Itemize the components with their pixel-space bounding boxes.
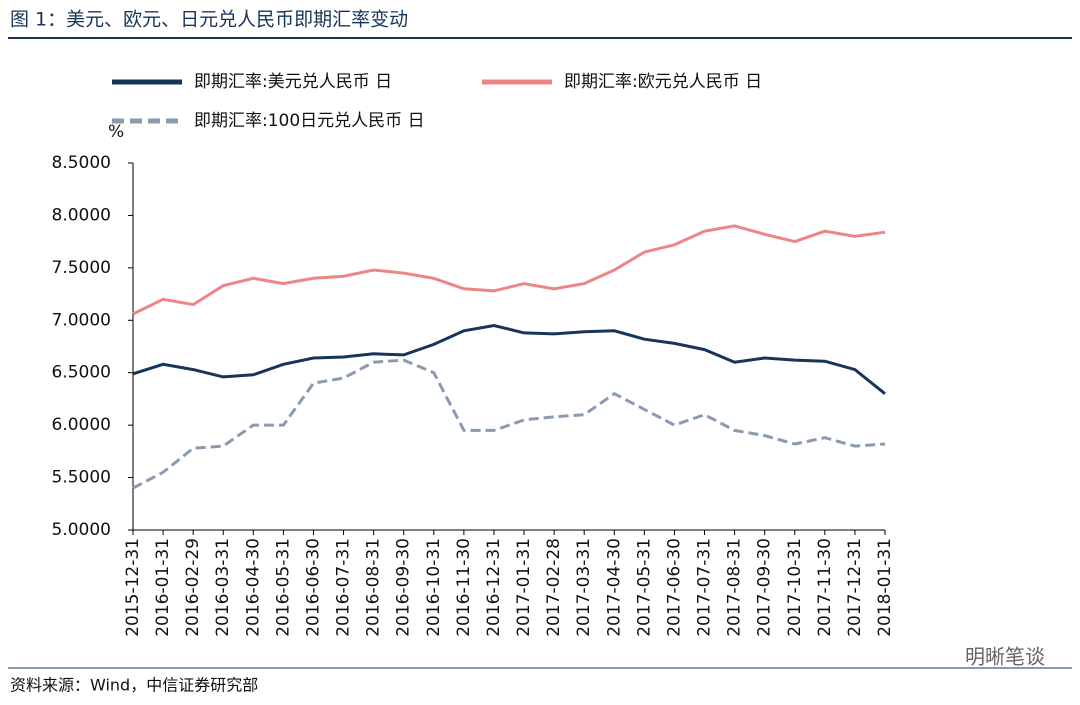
x-tick-label: 2016-11-30 [454, 538, 474, 637]
x-tick-label: 2018-01-31 [875, 538, 895, 637]
x-tick-label: 2017-07-31 [695, 538, 715, 637]
x-tick-label: 2017-03-31 [574, 538, 594, 637]
x-tick-label: 2017-05-31 [634, 538, 654, 637]
x-tick-label: 2017-06-30 [664, 538, 684, 637]
x-tick-label: 2017-08-31 [725, 538, 745, 637]
x-tick-label: 2016-04-30 [243, 538, 263, 637]
x-tick-label: 2017-10-31 [785, 538, 805, 637]
x-tick-label: 2017-01-31 [514, 538, 534, 637]
x-tick-label: 2017-02-28 [544, 538, 564, 637]
series-line [132, 323, 886, 395]
chart-title: 图 1：美元、欧元、日元兑人民币即期汇率变动 [10, 9, 408, 31]
y-tick-label: 5.0000 [52, 520, 111, 540]
y-tick-label: 5.5000 [52, 468, 111, 488]
y-tick-label: 6.0000 [52, 415, 111, 435]
x-tick-label: 2016-02-29 [183, 538, 203, 637]
x-tick-label: 2016-06-30 [303, 538, 323, 637]
x-tick-label: 2017-11-30 [815, 538, 835, 637]
y-tick-label: 7.0000 [52, 310, 111, 330]
y-unit: % [108, 122, 124, 142]
x-tick-label: 2017-09-30 [755, 538, 775, 637]
y-tick-label: 6.5000 [52, 363, 111, 383]
x-tick-label: 2015-12-31 [123, 538, 143, 637]
x-tick-label: 2017-12-31 [845, 538, 865, 637]
series-line [132, 224, 886, 316]
x-tick-label: 2016-03-31 [213, 538, 233, 637]
x-tick-label: 2016-01-31 [153, 538, 173, 637]
x-tick-label: 2016-05-31 [273, 538, 293, 637]
legend-label: 即期汇率:美元兑人民币 日 [194, 72, 392, 92]
x-tick-label: 2016-07-31 [334, 538, 354, 637]
watermark: 明晰笔谈 [965, 645, 1045, 669]
x-tick-label: 2017-04-30 [604, 538, 624, 637]
y-tick-label: 8.0000 [52, 205, 111, 225]
series-line [132, 358, 886, 490]
x-tick-label: 2016-08-31 [364, 538, 384, 637]
y-tick-label: 8.5000 [52, 153, 111, 173]
source: 资料来源：Wind，中信证券研究部 [10, 676, 258, 695]
x-tick-label: 2016-09-30 [394, 538, 414, 637]
legend-label: 即期汇率:100日元兑人民币 日 [194, 111, 425, 131]
x-tick-label: 2016-12-31 [484, 538, 504, 637]
legend-label: 即期汇率:欧元兑人民币 日 [564, 72, 762, 92]
x-tick-label: 2016-10-31 [424, 538, 444, 637]
y-tick-label: 7.5000 [52, 258, 111, 278]
